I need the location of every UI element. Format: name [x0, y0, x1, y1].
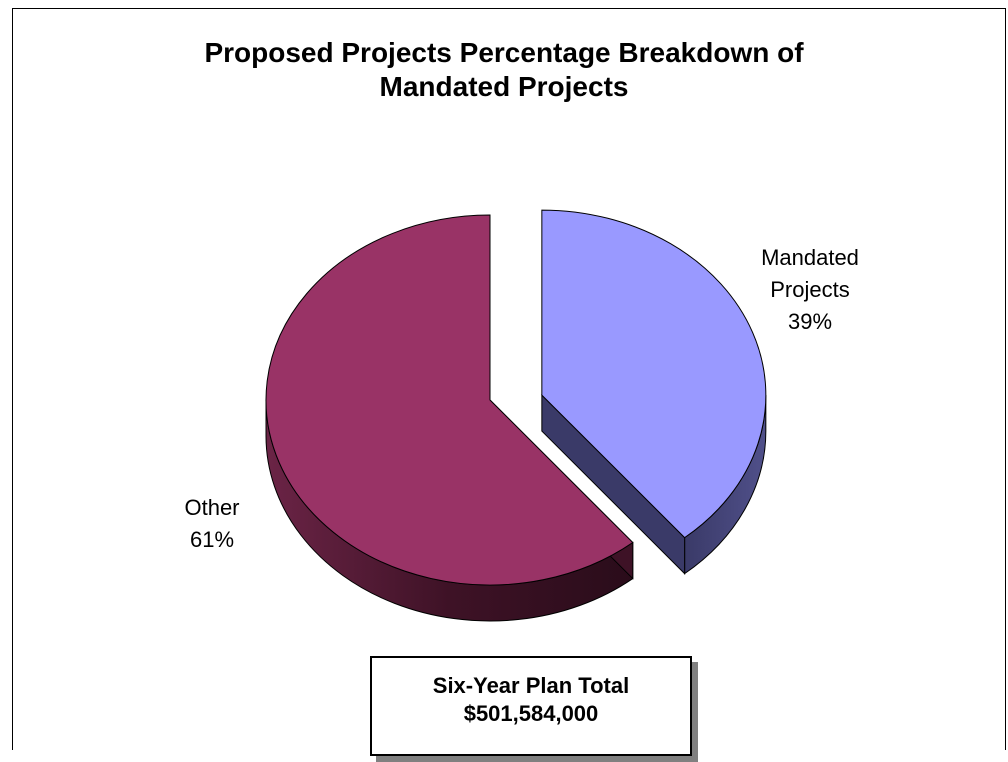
- total-box-heading: Six-Year Plan Total: [432, 673, 630, 698]
- chart-title-line-1: Proposed Projects Percentage Breakdown o…: [204, 37, 804, 68]
- other-label-line-1: Other: [184, 495, 239, 520]
- mandated-slice: [541, 209, 767, 539]
- total-box-amount: $501,584,000: [463, 701, 599, 726]
- chart-title-line-2: Mandated Projects: [379, 71, 629, 102]
- chart-frame: [12, 8, 1006, 750]
- slices-layer: [265, 209, 767, 622]
- mandated-label-line-2: Projects: [770, 277, 849, 302]
- chart-title: Proposed Projects Percentage Breakdown o…: [0, 36, 1008, 104]
- other-percent-label: 61%: [190, 527, 234, 552]
- mandated-percent-label: 39%: [788, 309, 832, 334]
- labels-layer: Mandated Projects 39% Other 61%: [184, 245, 858, 552]
- six-year-total-box: Six-Year Plan Total $501,584,000: [370, 656, 692, 756]
- mandated-label-line-1: Mandated: [761, 245, 859, 270]
- other-slice: [265, 214, 634, 586]
